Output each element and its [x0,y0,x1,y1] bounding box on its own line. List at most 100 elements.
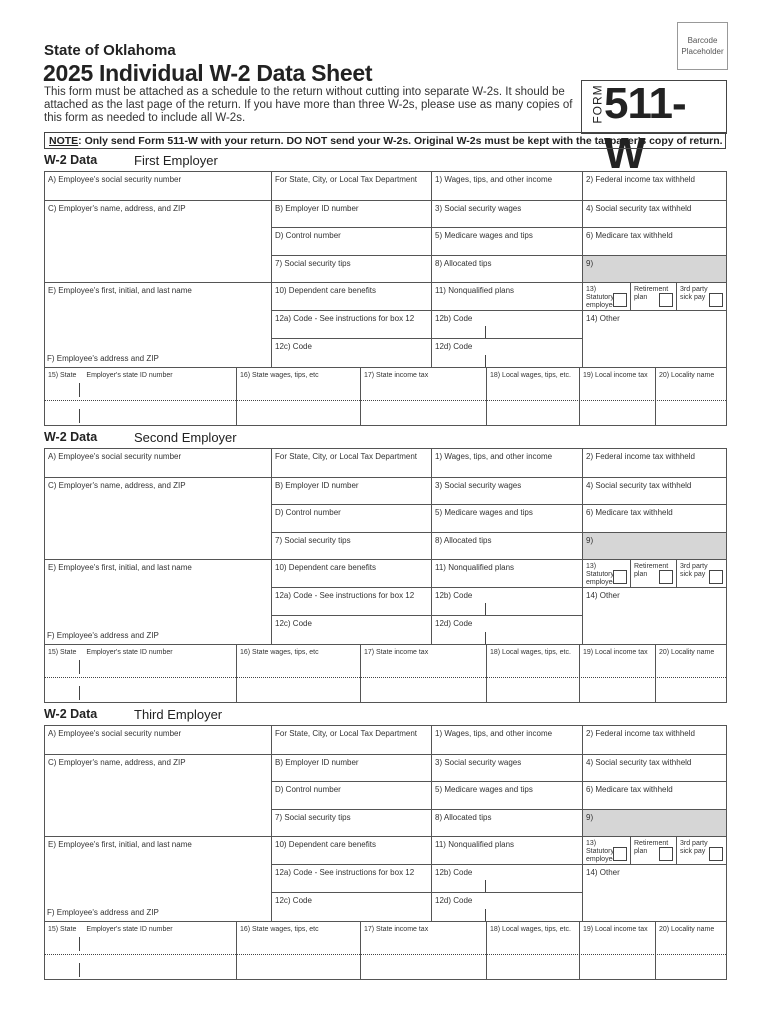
box-b6-field[interactable]: 6) Medicare tax withheld [582,781,727,810]
third-party-sick-pay-checkbox[interactable] [709,293,723,307]
box-b1-field[interactable]: 1) Wages, tips, and other income [431,448,583,478]
box-b8-field[interactable]: 8) Allocated tips [431,809,583,837]
box-b2-field[interactable]: 2) Federal income tax withheld [582,725,727,755]
third-party-sick-pay-checkbox[interactable] [709,570,723,584]
box-b12c-field[interactable]: 12c) Code [271,892,432,922]
box-dept-field[interactable]: For State, City, or Local Tax Department [271,448,432,478]
employee-address-label: F) Employee's address and ZIP [47,354,159,363]
box-b7-field[interactable]: 7) Social security tips [271,809,432,837]
box-b2-field[interactable]: 2) Federal income tax withheld [582,448,727,478]
box-b10-field[interactable]: 10) Dependent care benefits [271,559,432,588]
employee-address-label: F) Employee's address and ZIP [47,631,159,640]
local-income-tax-field[interactable]: 19) Local income tax [579,367,656,426]
box-b4-field[interactable]: 4) Social security tax withheld [582,477,727,505]
box-b6-field[interactable]: 6) Medicare tax withheld [582,504,727,533]
box-b12b-field[interactable]: 12b) Code [431,587,583,616]
box-14-other-field[interactable]: 14) Other [582,310,727,368]
barcode-text: Barcode [687,36,718,45]
box-b12a-field[interactable]: 12a) Code - See instructions for box 12 [271,864,432,893]
box-b11-field[interactable]: 11) Nonqualified plans [431,559,583,588]
box-b9-field[interactable]: 9) [582,255,727,283]
box-b2-field[interactable]: 2) Federal income tax withheld [582,171,727,201]
employee-ssn-field[interactable]: A) Employee's social security number [44,725,272,755]
box-b12d-field[interactable]: 12d) Code [431,338,583,368]
box-b4-field[interactable]: 4) Social security tax withheld [582,754,727,782]
box-b6-field[interactable]: 6) Medicare tax withheld [582,227,727,256]
employee-address-label: F) Employee's address and ZIP [47,908,159,917]
state-income-tax-field[interactable]: 17) State income tax [360,921,487,980]
box-b12c-field[interactable]: 12c) Code [271,615,432,645]
box-b-field[interactable]: B) Employer ID number [271,200,432,228]
box-b4-field[interactable]: 4) Social security tax withheld [582,200,727,228]
box-14-other-field[interactable]: 14) Other [582,587,727,645]
employer-name-address-field[interactable]: C) Employer's name, address, and ZIP [44,200,272,283]
box-b9-field[interactable]: 9) [582,809,727,837]
state-wages-field[interactable]: 16) State wages, tips, etc [236,644,361,703]
box-b1-field[interactable]: 1) Wages, tips, and other income [431,171,583,201]
box-b10-field[interactable]: 10) Dependent care benefits [271,836,432,865]
employee-ssn-field[interactable]: A) Employee's social security number [44,448,272,478]
box-b9-field[interactable]: 9) [582,532,727,560]
box-b12a-field[interactable]: 12a) Code - See instructions for box 12 [271,587,432,616]
code-separator [485,909,486,921]
box-b11-field[interactable]: 11) Nonqualified plans [431,836,583,865]
box-b1-field[interactable]: 1) Wages, tips, and other income [431,725,583,755]
box-b-field[interactable]: B) Employer ID number [271,477,432,505]
state-id-field[interactable]: 15) State Employer's state ID number [44,921,237,980]
box-b5-field[interactable]: 5) Medicare wages and tips [431,227,583,256]
state-income-tax-field[interactable]: 17) State income tax [360,644,487,703]
box-b12c-field[interactable]: 12c) Code [271,338,432,368]
box-b5-field[interactable]: 5) Medicare wages and tips [431,504,583,533]
state-income-tax-field[interactable]: 17) State income tax [360,367,487,426]
box-b3-field[interactable]: 3) Social security wages [431,477,583,505]
statutory-employee-checkbox[interactable] [613,293,627,307]
box-d-field[interactable]: D) Control number [271,227,432,256]
box-b12d-field[interactable]: 12d) Code [431,615,583,645]
box-b10-field[interactable]: 10) Dependent care benefits [271,282,432,311]
state-id-field[interactable]: 15) State Employer's state ID number [44,644,237,703]
state-id-field[interactable]: 15) State Employer's state ID number [44,367,237,426]
locality-name-field[interactable]: 20) Locality name [655,644,727,703]
statutory-employee-checkbox[interactable] [613,847,627,861]
intro-text: This form must be attached as a schedule… [44,86,573,124]
box-dept-field[interactable]: For State, City, or Local Tax Department [271,725,432,755]
box-b12a-field[interactable]: 12a) Code - See instructions for box 12 [271,310,432,339]
state-wages-field[interactable]: 16) State wages, tips, etc [236,921,361,980]
note-text: : Only send Form 511-W with your return.… [78,135,723,147]
box-14-other-field[interactable]: 14) Other [582,864,727,922]
box-b8-field[interactable]: 8) Allocated tips [431,532,583,560]
box-b5-field[interactable]: 5) Medicare wages and tips [431,781,583,810]
retirement-plan-checkbox[interactable] [659,293,673,307]
box-b3-field[interactable]: 3) Social security wages [431,200,583,228]
box-b11-field[interactable]: 11) Nonqualified plans [431,282,583,311]
local-income-tax-field[interactable]: 19) Local income tax [579,921,656,980]
box-b12b-field[interactable]: 12b) Code [431,310,583,339]
row-divider [44,954,726,955]
box-b3-field[interactable]: 3) Social security wages [431,754,583,782]
box-d-field[interactable]: D) Control number [271,781,432,810]
box-b7-field[interactable]: 7) Social security tips [271,532,432,560]
box-dept-field[interactable]: For State, City, or Local Tax Department [271,171,432,201]
retirement-plan-checkbox[interactable] [659,847,673,861]
state-wages-field[interactable]: 16) State wages, tips, etc [236,367,361,426]
box-b12b-field[interactable]: 12b) Code [431,864,583,893]
box-b12d-field[interactable]: 12d) Code [431,892,583,922]
local-wages-field[interactable]: 18) Local wages, tips, etc. [486,921,580,980]
box-b-field[interactable]: B) Employer ID number [271,754,432,782]
state-separator [79,409,80,423]
employer-state-id-label: Employer's state ID number [86,926,173,933]
box-d-field[interactable]: D) Control number [271,504,432,533]
employee-ssn-field[interactable]: A) Employee's social security number [44,171,272,201]
employer-name-address-field[interactable]: C) Employer's name, address, and ZIP [44,477,272,560]
local-wages-field[interactable]: 18) Local wages, tips, etc. [486,367,580,426]
box-b7-field[interactable]: 7) Social security tips [271,255,432,283]
third-party-sick-pay-checkbox[interactable] [709,847,723,861]
statutory-employee-checkbox[interactable] [613,570,627,584]
local-wages-field[interactable]: 18) Local wages, tips, etc. [486,644,580,703]
employer-name-address-field[interactable]: C) Employer's name, address, and ZIP [44,754,272,837]
locality-name-field[interactable]: 20) Locality name [655,921,727,980]
local-income-tax-field[interactable]: 19) Local income tax [579,644,656,703]
retirement-plan-checkbox[interactable] [659,570,673,584]
locality-name-field[interactable]: 20) Locality name [655,367,727,426]
box-b8-field[interactable]: 8) Allocated tips [431,255,583,283]
